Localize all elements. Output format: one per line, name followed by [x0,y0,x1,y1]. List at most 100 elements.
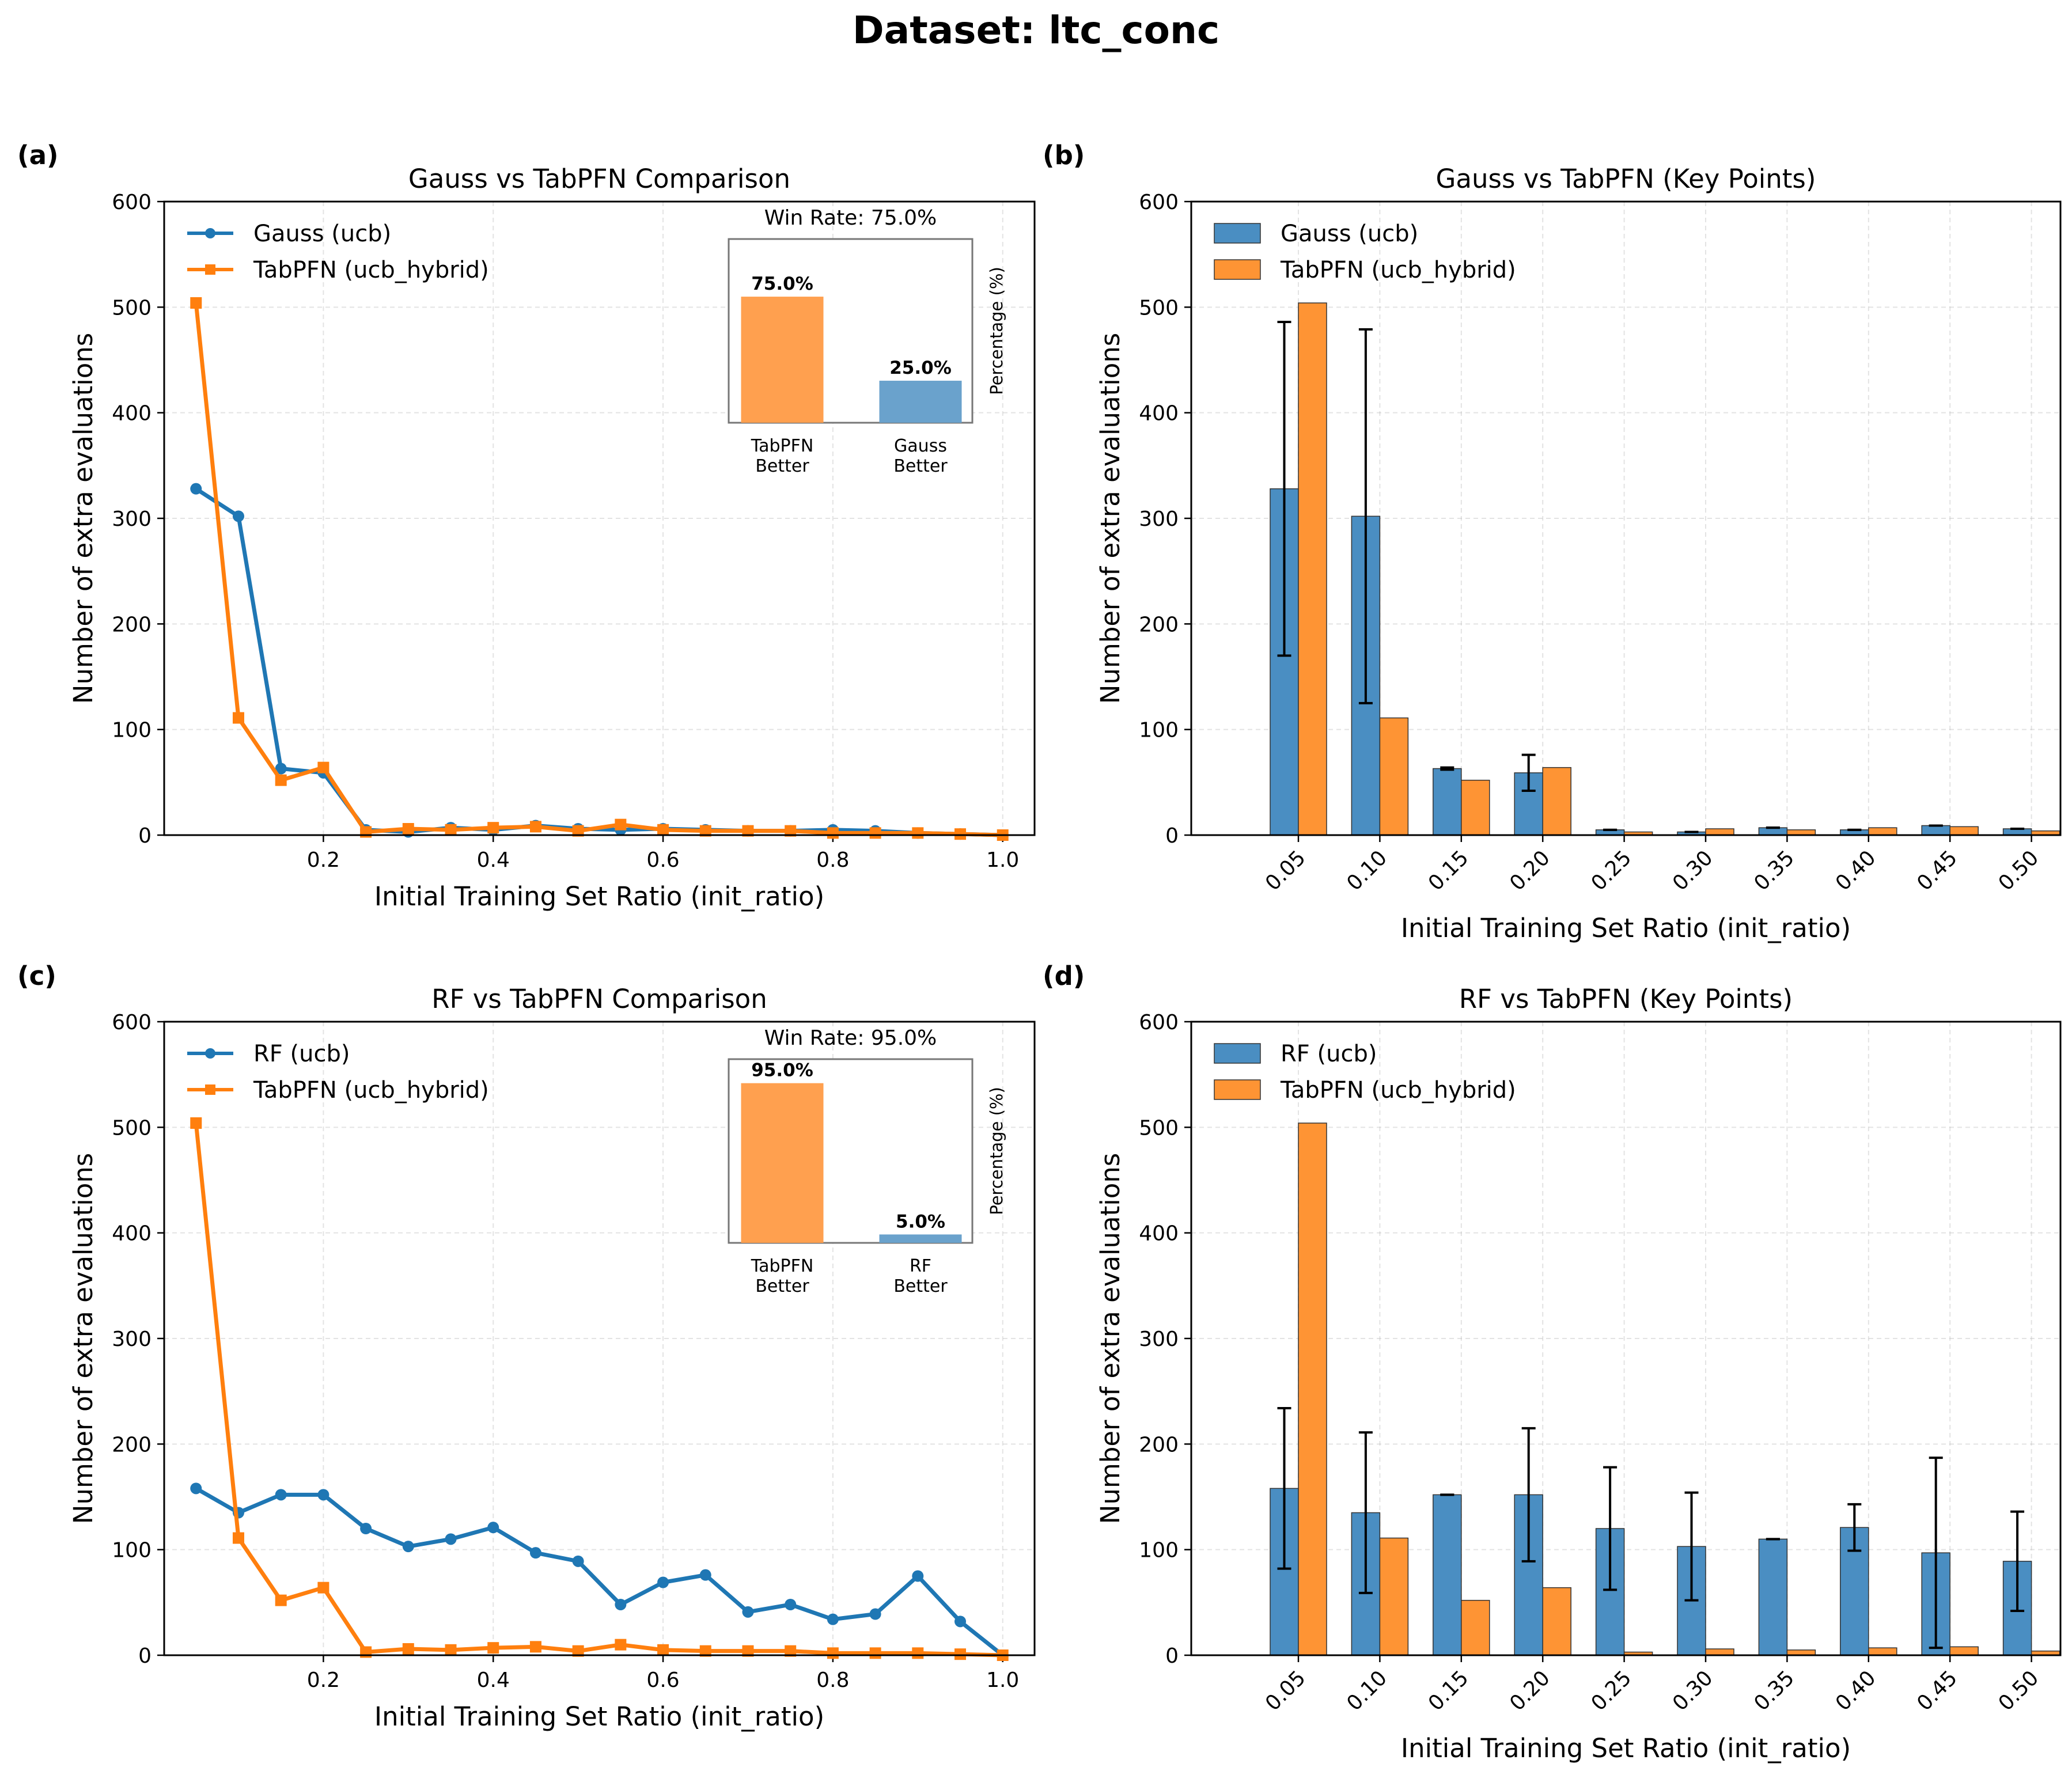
bar [1705,1648,1734,1656]
inset-category-label: Better [893,456,948,476]
inset-y-label: Percentage (%) [987,1087,1006,1215]
x-tick-label: 0.20 [1505,846,1555,896]
x-tick-label: 0.35 [1749,846,1799,896]
data-point [827,827,839,839]
y-tick-label: 400 [1139,1222,1179,1246]
legend-entry: Gauss (ucb) [253,221,391,247]
axes-title: RF vs TabPFN (Key Points) [1459,984,1793,1014]
data-point [487,1522,499,1534]
chart-b: 0.05 0.10 0.15 0.20 0.25 0.30 0.35 0.40 0.45 0.50… [1043,140,2062,943]
inset-category-label: TabPFN [751,436,814,456]
x-tick-label: 0.15 [1424,1666,1473,1716]
x-axis-label: Initial Training Set Ratio (init_ratio) [374,1701,824,1732]
bar [1949,1646,1979,1656]
y-axis-label: Number of extra evaluations [68,333,99,704]
data-point [954,828,967,840]
legend-marker [205,1048,215,1059]
x-tick-label: 0.20 [1505,1666,1555,1716]
y-tick-label: 500 [112,296,151,320]
inset-bar [741,297,824,423]
x-tick-label: 0.30 [1668,1666,1718,1716]
y-axis-label: Number of extra evaluations [1095,1153,1126,1524]
inset-bar-label: 25.0% [889,358,952,378]
y-tick-label: 600 [1139,1011,1179,1034]
legend-entry: TabPFN (ucb_hybrid) [253,1077,489,1103]
x-tick-label: 0.4 [477,1668,510,1692]
bar [1298,1122,1327,1656]
data-point [190,1482,202,1495]
axes-title: Gauss vs TabPFN (Key Points) [1436,164,1816,194]
y-tick-label: 400 [1139,402,1179,426]
x-axis-label: Initial Training Set Ratio (init_ratio) [1401,1733,1851,1764]
data-point [402,1541,414,1553]
data-point [232,510,244,522]
data-point [657,1644,669,1656]
x-tick-label: 0.05 [1261,846,1310,896]
data-point [742,1645,754,1657]
data-point [657,1576,669,1588]
data-point [190,483,202,495]
data-point [954,1648,967,1660]
y-tick-label: 500 [1139,1116,1179,1140]
data-point [572,1555,584,1567]
x-tick-label: 0.6 [646,1668,679,1692]
bar [1868,1647,1897,1656]
bar [1298,302,1327,836]
legend-swatch [1214,1043,1261,1064]
axes-frame [163,1021,1036,1656]
bar [1868,827,1897,836]
y-tick-label: 200 [1139,1433,1179,1457]
panel-label: (b) [1043,140,1085,170]
legend-marker [205,228,215,238]
x-tick-label: 0.10 [1342,846,1392,896]
axes-title: RF vs TabPFN Comparison [431,984,767,1014]
legend-entry: Gauss (ucb) [1281,221,1418,247]
chart-c: 0.2 0.4 0.6 0.8 1.0 0 100 200 300 400 500 600 RF vs … [17,961,1036,1732]
x-tick-label: 0.8 [816,848,849,872]
y-tick-label: 300 [112,507,151,531]
data-point [827,1647,839,1659]
y-tick-label: 0 [1165,824,1179,848]
data-point [275,1489,287,1501]
data-point [190,1117,202,1129]
data-point [912,1647,924,1659]
data-point [232,1532,244,1544]
data-point [699,825,711,837]
inset-title: Win Rate: 75.0% [764,206,937,230]
data-point [445,824,457,836]
panel-label: (c) [17,961,56,991]
inset-category-label: RF [910,1256,931,1276]
bar [1705,828,1734,836]
data-point [317,1582,329,1594]
inset-bar-label: 5.0% [896,1211,945,1232]
x-tick-label: 0.25 [1587,846,1637,896]
y-tick-label: 600 [112,1011,151,1034]
data-point [742,1606,754,1618]
series-line [194,302,1003,837]
bar [1758,1538,1788,1656]
y-tick-label: 0 [1165,1644,1179,1668]
figure-title: Dataset: ltc_conc [852,8,1220,52]
inset-category-label: Better [755,456,809,476]
bar [1433,1494,1462,1656]
data-point [742,825,754,837]
data-point [275,1594,287,1606]
y-axis-label: Number of extra evaluations [68,1153,99,1524]
data-point [827,1613,839,1625]
data-point [699,1569,711,1581]
legend-swatch [1214,223,1261,244]
y-tick-label: 400 [112,402,151,426]
data-point [487,1642,499,1654]
x-tick-label: 0.40 [1831,846,1881,896]
x-axis-label: Initial Training Set Ratio (init_ratio) [374,881,824,912]
axes-frame [1190,200,2062,836]
data-point [785,1645,797,1657]
data-point [869,1608,881,1620]
legend-entry: RF (ucb) [1281,1041,1377,1067]
legend-marker [205,1084,215,1095]
y-tick-label: 200 [112,1433,151,1457]
x-tick-label: 0.40 [1831,1666,1881,1716]
data-point [615,818,627,830]
y-tick-label: 100 [112,1539,151,1563]
data-point [402,1643,414,1655]
